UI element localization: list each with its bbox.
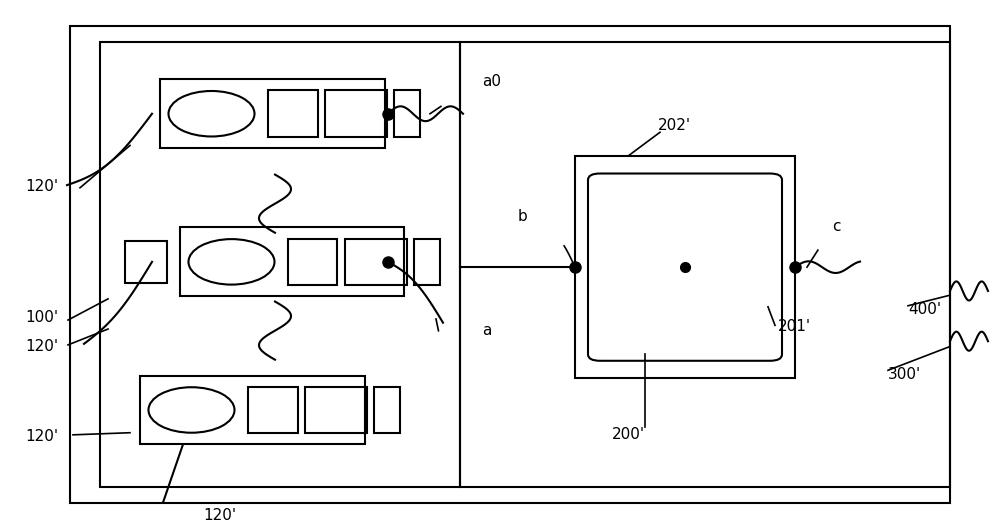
Text: c: c — [832, 219, 840, 234]
Text: 100': 100' — [25, 310, 58, 325]
Text: 202': 202' — [658, 118, 691, 133]
Text: b: b — [518, 209, 528, 224]
Text: 300': 300' — [888, 367, 921, 382]
Text: 201': 201' — [778, 320, 811, 334]
Text: 120': 120' — [25, 429, 58, 444]
Text: 120': 120' — [25, 179, 58, 194]
Text: a0: a0 — [482, 75, 501, 89]
Text: 120': 120' — [203, 508, 237, 523]
Text: 400': 400' — [908, 302, 941, 317]
Text: a: a — [482, 323, 491, 338]
Text: 120': 120' — [25, 339, 58, 354]
Text: 200': 200' — [611, 427, 645, 442]
